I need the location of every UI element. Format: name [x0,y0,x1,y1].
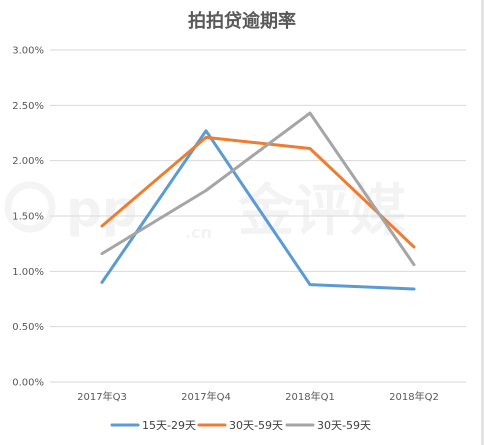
series-line [100,129,416,291]
x-tick-label: 2017年Q3 [77,390,127,403]
x-tick-label: 2018年Q2 [389,390,439,403]
y-axis-tick-labels: 0.00% 0.50% 1.00% 1.50% 2.00% 2.50% 3.00% [12,46,44,389]
series-lines [100,111,416,291]
y-tick-label: 2.00% [12,156,44,167]
y-tick-label: 1.50% [12,212,44,223]
legend: 15天-29天 30天-59天 30天-59天 [110,419,371,432]
watermark-brand-text: 金评媒 [237,179,407,244]
y-tick-label: 0.50% [12,322,44,333]
watermark-suffix-text: .cn [185,223,212,242]
series-line [100,135,416,249]
x-tick-label: 2018年Q1 [285,390,335,403]
x-axis-tick-labels: 2017年Q3 2017年Q4 2018年Q1 2018年Q2 [77,390,439,403]
y-tick-label: 3.00% [12,46,44,57]
legend-label: 15天-29天 [142,419,196,432]
watermark-logo-ring [4,181,56,233]
y-tick-label: 0.00% [12,378,44,389]
y-tick-label: 1.00% [12,267,44,278]
chart-title: 拍拍贷逾期率 [188,10,296,32]
legend-label: 30天-59天 [317,419,371,432]
y-tick-label: 2.50% [12,101,44,112]
x-tick-label: 2017年Q4 [181,390,231,403]
legend-label: 30天-59天 [229,419,283,432]
gridlines [50,49,466,383]
series-line [100,111,416,267]
watermark-logo-text: pp [66,180,138,238]
